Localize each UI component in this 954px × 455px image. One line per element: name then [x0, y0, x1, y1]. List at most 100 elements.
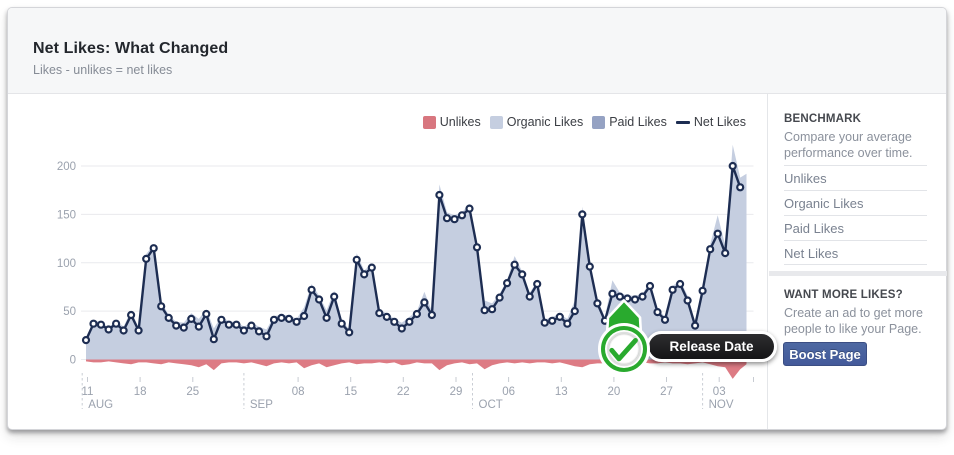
net-likes-point: [495, 293, 504, 302]
release-date-badge: [590, 294, 658, 380]
legend-label: Net Likes: [693, 115, 746, 129]
x-axis-label: 06: [502, 386, 515, 398]
net-likes-point: [488, 305, 497, 314]
net-likes-point: [254, 327, 264, 336]
net-likes-point: [675, 279, 685, 289]
month-label: SEP: [250, 399, 273, 411]
net-likes-point: [638, 292, 647, 301]
legend-item-unlikes: Unlikes: [422, 115, 481, 129]
net-likes-point: [81, 336, 91, 345]
net-likes-point: [330, 292, 339, 301]
benchmark-item-paid-likes[interactable]: Paid Likes: [784, 215, 927, 240]
net-likes-point: [239, 326, 248, 335]
y-axis-label: 0: [70, 355, 76, 367]
likes-area: [86, 144, 747, 360]
net-likes-point: [375, 309, 384, 318]
x-axis-label: 18: [134, 386, 147, 398]
x-axis-label: 27: [660, 386, 673, 398]
benchmark-item-organic-likes[interactable]: Organic Likes: [784, 190, 927, 215]
net-likes-point: [209, 335, 218, 344]
net-likes-point: [352, 255, 361, 264]
net-likes-point: [690, 321, 700, 330]
want-more-likes-heading: WANT MORE LIKES?: [784, 289, 903, 301]
net-likes-point: [585, 262, 594, 271]
legend-item-net-likes: Net Likes: [675, 115, 746, 129]
net-likes-point: [728, 161, 737, 171]
net-likes-point: [262, 332, 271, 341]
release-date-tooltip: Release Date: [646, 331, 777, 362]
net-likes-point: [397, 324, 406, 333]
net-likes-point: [457, 211, 467, 220]
net-likes-point: [157, 302, 166, 311]
net-likes-point: [503, 279, 512, 288]
net-likes-point: [736, 183, 745, 192]
net-likes-point: [450, 215, 459, 224]
x-axis-label: 03: [713, 386, 726, 398]
net-likes-point: [721, 249, 730, 258]
net-likes-point: [307, 285, 316, 294]
net-likes-point: [713, 229, 722, 238]
net-likes-point: [706, 245, 715, 254]
net-likes-point: [172, 321, 181, 330]
net-likes-point: [111, 319, 121, 328]
legend-label: Unlikes: [439, 115, 481, 129]
net-likes-point: [104, 325, 113, 334]
x-axis-label: 11: [82, 386, 94, 398]
net-likes-point: [518, 270, 527, 279]
x-axis-label: 08: [292, 386, 305, 398]
net-likes-point: [127, 310, 136, 320]
net-likes-point: [465, 204, 474, 213]
net-likes-point: [525, 292, 534, 301]
x-axis-label: 13: [555, 386, 568, 398]
y-axis-label: 150: [57, 209, 76, 221]
month-label: NOV: [709, 399, 734, 411]
legend-item-organic-likes: Organic Likes: [489, 115, 584, 129]
boost-page-button[interactable]: Boost Page: [783, 342, 867, 366]
legend-swatch-organic-likes: [489, 115, 503, 129]
net-likes-point: [269, 315, 279, 324]
net-likes-point: [390, 317, 399, 326]
net-likes-point: [149, 244, 158, 253]
net-likes-point: [382, 312, 391, 321]
net-likes-point: [405, 317, 414, 326]
net-likes-point: [119, 326, 128, 335]
net-likes-point: [345, 328, 354, 337]
benchmark-item-unlikes[interactable]: Unlikes: [784, 165, 927, 190]
net-likes-point: [533, 279, 542, 289]
legend-swatch-paid-likes: [592, 115, 606, 129]
green-check-badge-icon: [598, 299, 650, 375]
net-likes-point: [292, 317, 301, 326]
want-more-likes-description: Create an ad to get more people to like …: [784, 306, 923, 336]
net-likes-point: [284, 314, 294, 323]
net-likes-point: [232, 320, 241, 329]
net-likes-point: [134, 326, 143, 335]
net-likes-point: [89, 319, 98, 328]
net-likes-point: [615, 292, 625, 301]
legend-label: Organic Likes: [506, 115, 584, 129]
net-likes-point: [563, 319, 572, 328]
net-likes-point: [442, 214, 452, 223]
net-likes-point: [593, 299, 602, 308]
net-likes-point: [570, 307, 579, 316]
net-likes-point: [427, 310, 436, 320]
net-likes-point: [96, 320, 106, 329]
net-likes-point: [660, 315, 670, 324]
net-likes-point: [608, 289, 617, 298]
net-likes-point: [337, 319, 346, 328]
net-likes-point: [224, 320, 233, 329]
legend-swatch-unlikes: [422, 115, 436, 129]
net-likes-point: [194, 322, 203, 331]
x-axis-label: 15: [344, 386, 357, 398]
net-likes-point: [548, 316, 557, 325]
net-likes-point: [472, 243, 482, 252]
benchmark-item-net-likes[interactable]: Net Likes: [784, 240, 927, 265]
net-likes-point: [630, 295, 640, 304]
net-likes-point: [277, 313, 286, 322]
net-likes-point: [653, 308, 662, 317]
sidebar-section-divider: [769, 271, 947, 276]
x-axis-label: 22: [397, 386, 410, 398]
benchmark-heading: BENCHMARK: [784, 113, 862, 125]
x-axis-label: 29: [450, 386, 463, 398]
net-likes-point: [360, 270, 369, 279]
